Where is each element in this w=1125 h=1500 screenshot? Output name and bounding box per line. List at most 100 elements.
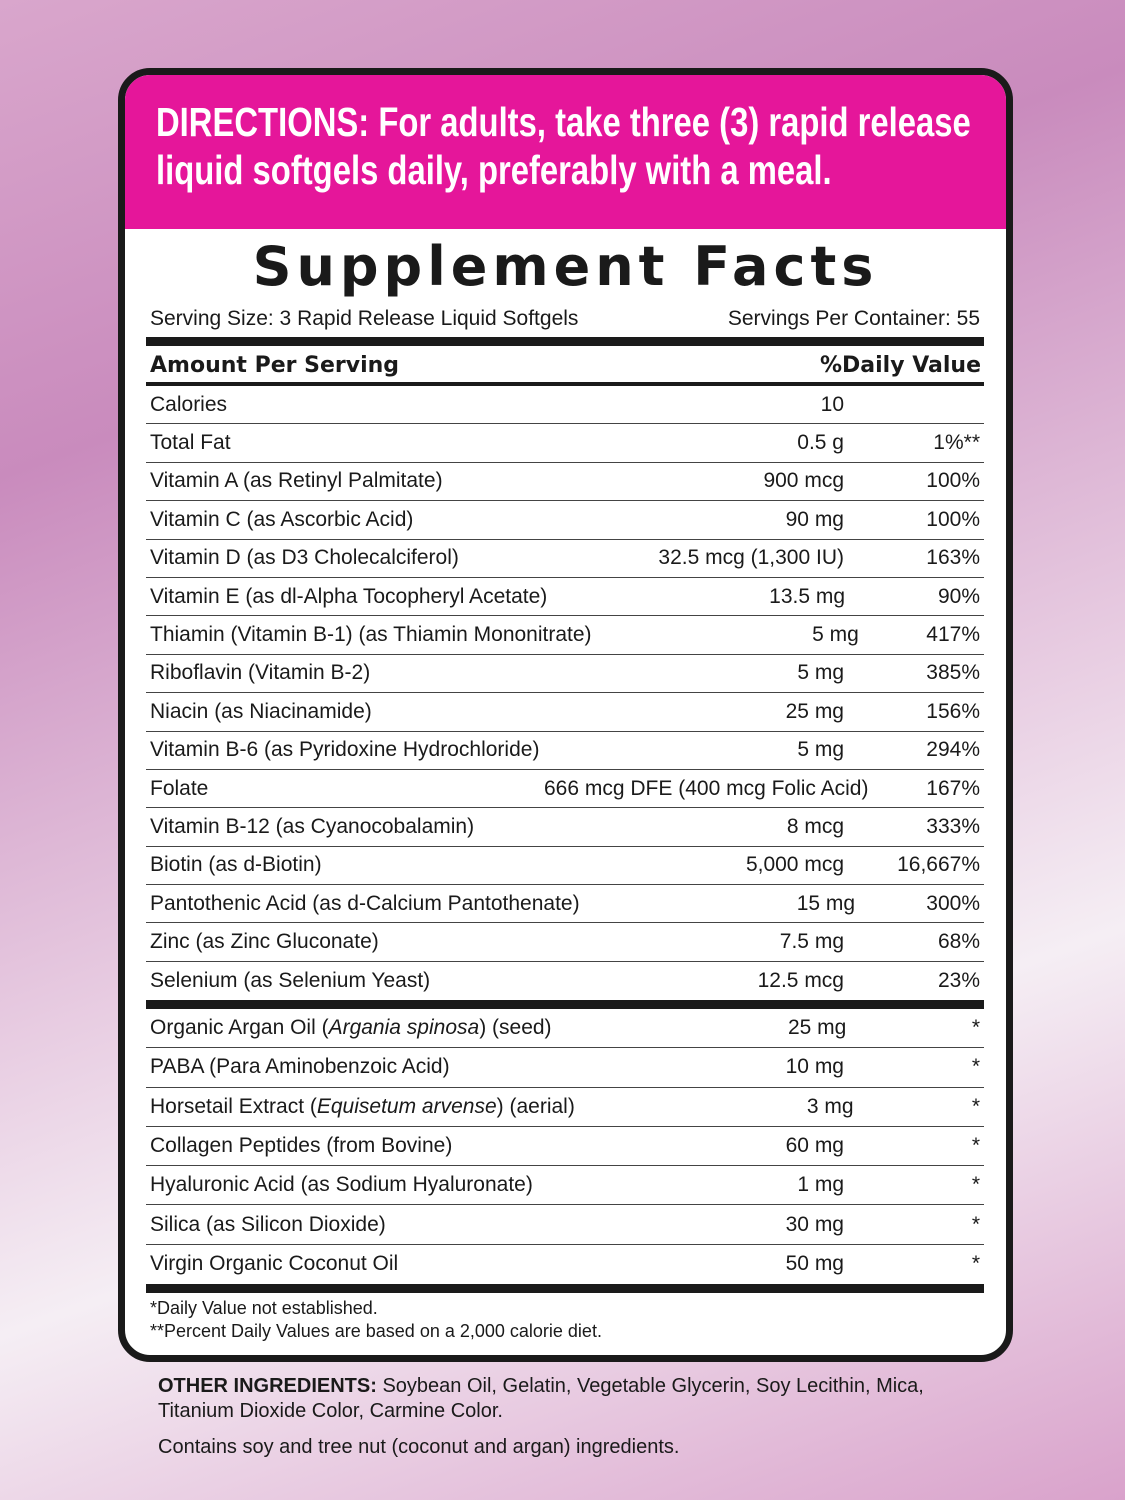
directions-line-2: liquid softgels daily, preferably with a… bbox=[156, 147, 832, 193]
table-row: Vitamin B-12 (as Cyanocobalamin) 8 mcg 333… bbox=[146, 808, 984, 847]
divider-thick bbox=[146, 1284, 984, 1293]
nutrient-name: Vitamin E (as dl-Alpha Tocopheryl Acetat… bbox=[150, 584, 548, 608]
amount: 8 mcg bbox=[786, 814, 844, 838]
table-row: Zinc (as Zinc Gluconate) 7.5 mg 68% bbox=[146, 923, 984, 962]
table-header: Amount Per Serving %Daily Value bbox=[150, 353, 981, 378]
amount: 12.5 mcg bbox=[757, 969, 844, 993]
amount: 5,000 mcg bbox=[745, 853, 844, 877]
directions-line-1: DIRECTIONS: For adults, take three (3) r… bbox=[156, 99, 971, 145]
divider-thick bbox=[146, 1000, 984, 1009]
ingredient-name: Collagen Peptides (from Bovine) bbox=[150, 1134, 453, 1158]
daily-value: 417% bbox=[926, 623, 980, 647]
table-row: Total Fat 0.5 g 1%** bbox=[146, 424, 984, 463]
daily-value: 23% bbox=[937, 969, 980, 993]
amount-per-serving-header: Amount Per Serving bbox=[150, 353, 400, 378]
ingredient-name: Hyaluronic Acid (as Sodium Hyaluronate) bbox=[150, 1173, 533, 1197]
daily-value: 100% bbox=[926, 469, 980, 493]
amount: 25 mg bbox=[787, 1016, 847, 1040]
daily-value: 68% bbox=[937, 930, 980, 954]
amount: 30 mg bbox=[785, 1212, 844, 1236]
daily-value: 90% bbox=[937, 584, 980, 608]
table-row: Biotin (as d-Biotin) 5,000 mcg 16,667% bbox=[146, 847, 984, 886]
amount: 1 mg bbox=[797, 1173, 844, 1197]
table-row: Horsetail Extract (Equisetum arvense) (a… bbox=[146, 1088, 984, 1127]
amount: 32.5 mcg (1,300 IU) bbox=[658, 546, 844, 570]
amount: 60 mg bbox=[785, 1134, 844, 1158]
allergen-statement: Contains soy and tree nut (coconut and a… bbox=[158, 1436, 680, 1458]
amount: 0.5 g bbox=[797, 431, 844, 455]
daily-value: 294% bbox=[926, 738, 980, 762]
table-row: Riboflavin (Vitamin B-2) 5 mg 385% bbox=[146, 655, 984, 694]
nutrient-name: Vitamin B-6 (as Pyridoxine Hydrochloride… bbox=[150, 738, 540, 762]
amount: 900 mcg bbox=[763, 469, 844, 493]
nutrient-name: Thiamin (Vitamin B-1) (as Thiamin Mononi… bbox=[150, 623, 592, 647]
ingredient-name: Silica (as Silicon Dioxide) bbox=[150, 1212, 386, 1236]
nutrient-name: Calories bbox=[150, 392, 228, 416]
table-row: Vitamin C (as Ascorbic Acid) 90 mg 100% bbox=[146, 501, 984, 540]
nutrient-name: Riboflavin (Vitamin B-2) bbox=[150, 661, 371, 685]
table-row: Selenium (as Selenium Yeast) 12.5 mcg 23% bbox=[146, 962, 984, 1000]
nutrient-name: Vitamin C (as Ascorbic Acid) bbox=[150, 507, 414, 531]
daily-value: 100% bbox=[926, 507, 980, 531]
amount: 90 mg bbox=[785, 507, 844, 531]
daily-value: 333% bbox=[926, 814, 980, 838]
nutrient-name: Niacin (as Niacinamide) bbox=[150, 699, 372, 723]
daily-value: * bbox=[971, 1055, 980, 1079]
other-ingredients-section: OTHER INGREDIENTS: Soybean Oil, Gelatin,… bbox=[158, 1374, 988, 1471]
nutrient-name: Total Fat bbox=[150, 431, 231, 455]
nutrient-name: Biotin (as d-Biotin) bbox=[150, 853, 322, 877]
serving-info: Serving Size: 3 Rapid Release Liquid Sof… bbox=[150, 307, 980, 331]
other-ingredients: OTHER INGREDIENTS: Soybean Oil, Gelatin,… bbox=[158, 1374, 988, 1424]
table-row: Calories 10 bbox=[146, 386, 984, 425]
nutrient-name: Pantothenic Acid (as d-Calcium Pantothen… bbox=[150, 891, 580, 915]
daily-value: * bbox=[971, 1212, 980, 1236]
daily-value: 167% bbox=[926, 776, 980, 800]
panel-title: Supplement Facts bbox=[252, 235, 879, 298]
nutrient-name: Selenium (as Selenium Yeast) bbox=[150, 969, 431, 993]
supplement-facts-panel: DIRECTIONS: For adults, take three (3) r… bbox=[118, 68, 1013, 1362]
nutrient-name: Zinc (as Zinc Gluconate) bbox=[150, 930, 379, 954]
table-row: Vitamin E (as dl-Alpha Tocopheryl Acetat… bbox=[146, 578, 984, 617]
daily-value: * bbox=[971, 1094, 980, 1118]
other-ingredients-label: OTHER INGREDIENTS: bbox=[158, 1375, 377, 1397]
amount: 5 mg bbox=[797, 661, 844, 685]
daily-value: 16,667% bbox=[897, 853, 980, 877]
daily-value-header: %Daily Value bbox=[819, 353, 981, 378]
nutrient-name: Folate bbox=[150, 776, 209, 800]
nutrient-name: Vitamin B-12 (as Cyanocobalamin) bbox=[150, 814, 475, 838]
servings-per-container: Servings Per Container: 55 bbox=[727, 307, 980, 330]
daily-value: 300% bbox=[926, 891, 980, 915]
nutrient-table: Calories 10 Total Fat 0.5 g 1%** Vitamin A (a… bbox=[146, 386, 984, 1000]
daily-value: * bbox=[971, 1252, 980, 1276]
footnotes: *Daily Value not established. **Percent … bbox=[150, 1297, 602, 1343]
amount: 5 mg bbox=[797, 738, 844, 762]
ingredient-name: PABA (Para Aminobenzoic Acid) bbox=[150, 1055, 450, 1079]
amount: 15 mg bbox=[796, 891, 856, 915]
directions-banner: DIRECTIONS: For adults, take three (3) r… bbox=[125, 75, 1006, 229]
amount: 50 mg bbox=[785, 1252, 844, 1276]
table-row: Virgin Organic Coconut Oil 50 mg * bbox=[146, 1245, 984, 1284]
daily-value: * bbox=[971, 1134, 980, 1158]
amount: 10 bbox=[820, 392, 844, 416]
daily-value: * bbox=[971, 1016, 980, 1040]
daily-value: 163% bbox=[926, 546, 980, 570]
footnote: **Percent Daily Values are based on a 2,… bbox=[150, 1321, 602, 1341]
table-row: Niacin (as Niacinamide) 25 mg 156% bbox=[146, 693, 984, 732]
daily-value: 385% bbox=[926, 661, 980, 685]
table-row: Vitamin B-6 (as Pyridoxine Hydrochloride… bbox=[146, 732, 984, 770]
amount: 25 mg bbox=[785, 699, 844, 723]
amount: 7.5 mg bbox=[779, 930, 844, 954]
ingredient-name: Organic Argan Oil (Argania spinosa) (see… bbox=[150, 1016, 552, 1040]
serving-size: Serving Size: 3 Rapid Release Liquid Sof… bbox=[150, 307, 579, 330]
amount: 13.5 mg bbox=[769, 584, 846, 608]
table-row: PABA (Para Aminobenzoic Acid) 10 mg * bbox=[146, 1048, 984, 1088]
divider bbox=[146, 382, 984, 386]
table-row: Folate 666 mcg DFE (400 mcg Folic Acid) 16… bbox=[146, 770, 984, 809]
ingredient-name: Horsetail Extract (Equisetum arvense) (a… bbox=[150, 1094, 575, 1118]
table-row: Organic Argan Oil (Argania spinosa) (see… bbox=[146, 1009, 984, 1049]
amount: 666 mcg DFE (400 mcg Folic Acid) bbox=[544, 776, 869, 800]
ingredient-name: Virgin Organic Coconut Oil bbox=[150, 1252, 399, 1276]
table-row: Silica (as Silicon Dioxide) 30 mg * bbox=[146, 1205, 984, 1245]
daily-value: 156% bbox=[926, 699, 980, 723]
table-row: Hyaluronic Acid (as Sodium Hyaluronate) 1… bbox=[146, 1166, 984, 1206]
